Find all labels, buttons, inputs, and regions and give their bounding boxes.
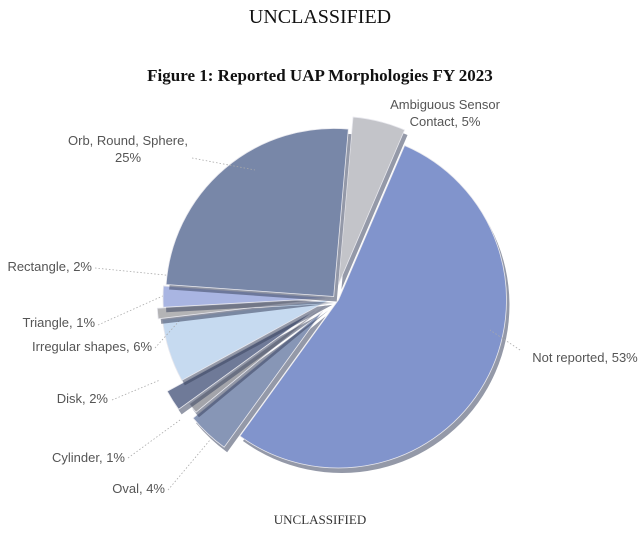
data-label: Triangle, 1% (23, 315, 96, 330)
pie-slice-shadow (192, 310, 329, 418)
leader-line (127, 419, 181, 459)
pie-slice-disk (166, 310, 315, 410)
leader-line (167, 439, 211, 491)
data-label: Orb, Round, Sphere, (68, 133, 188, 148)
data-label: Contact, 5% (410, 114, 481, 129)
pie-slice-shadow (170, 315, 318, 415)
pie-slice-ambiguous-sensor-contact (338, 116, 406, 285)
classification-banner-top: UNCLASSIFIED (248, 6, 392, 28)
pie-slice-oval (192, 310, 324, 448)
leader-line (489, 329, 521, 351)
leader-line (191, 157, 256, 171)
data-label: Cylinder, 1% (52, 450, 125, 465)
data-label: Disk, 2% (57, 391, 109, 406)
data-label: 25% (115, 150, 141, 165)
data-label: Irregular shapes, 6% (32, 339, 152, 354)
leader-line (97, 294, 166, 326)
pie-slice-not-reported (239, 145, 507, 469)
chart-title: Figure 1: Reported UAP Morphologies FY 2… (147, 66, 493, 85)
leader-line (154, 319, 181, 349)
data-label: Ambiguous Sensor (390, 97, 501, 112)
data-label: Rectangle, 2% (7, 259, 92, 274)
data-label: Not reported, 53% (532, 350, 638, 365)
pie-slice-orb-round-sphere (165, 128, 349, 297)
pie-slice-shadow (160, 303, 329, 324)
classification-banner-bottom: UNCLASSIFIED (273, 512, 367, 527)
data-label: Oval, 4% (112, 481, 165, 496)
leader-line (94, 267, 176, 277)
leader-line (111, 379, 161, 401)
